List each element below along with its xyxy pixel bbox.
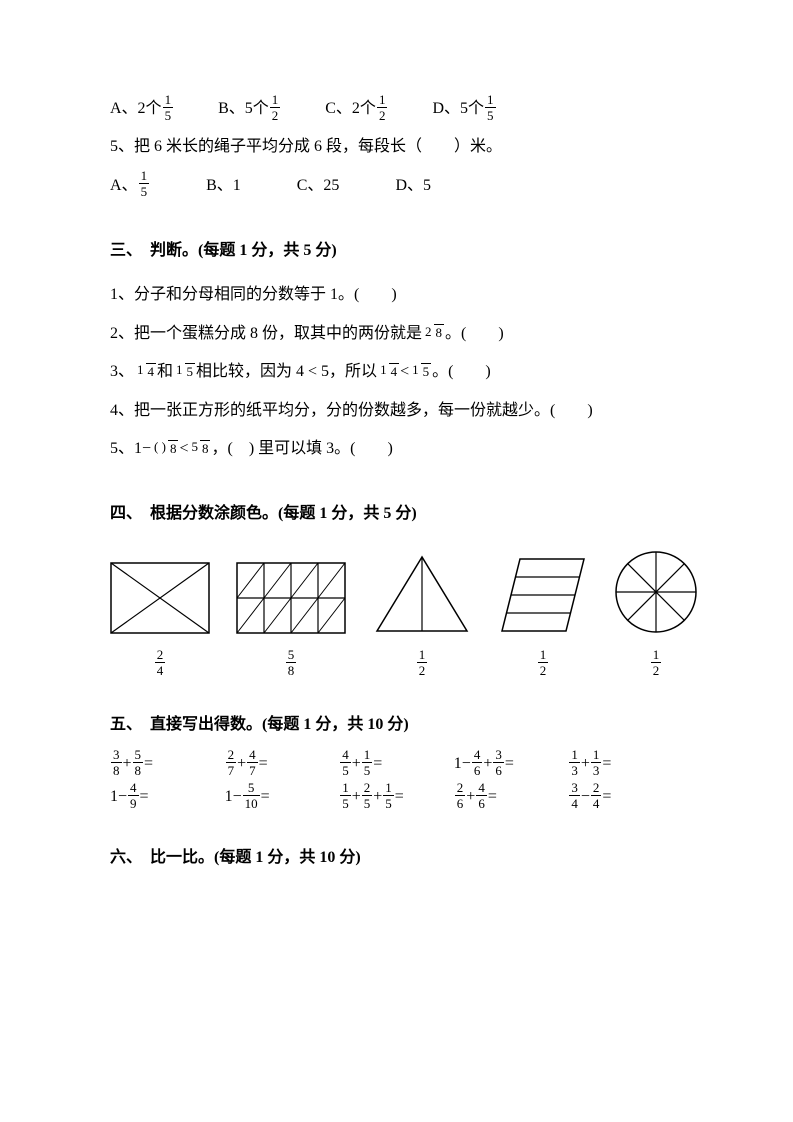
q5-options: A、 15 B、1 C、25 D、5	[110, 167, 683, 205]
q5-opt-d: D、5	[395, 167, 431, 205]
q4-options: A、2个 15 B、5个 12 C、2个 12 D、5个 15	[110, 90, 683, 128]
square-x-icon	[110, 562, 210, 634]
triangle-icon	[372, 554, 472, 634]
q4-opt-a: A、2个 15	[110, 90, 174, 128]
q4-opt-d: D、5个 15	[432, 90, 496, 128]
sec6-title: 六、 比一比。(每题 1 分，共 10 分)	[110, 840, 683, 875]
sec3-q5: 5、1− ( )8 < 58 ，( ) 里可以填 3。( )	[110, 430, 683, 468]
r2c2: 1−510=	[225, 783, 340, 812]
r1c2: 27 +47=	[225, 750, 340, 779]
r1c3: 45 +15=	[339, 750, 454, 779]
page: A、2个 15 B、5个 12 C、2个 12 D、5个 15 5、把 6 米长…	[0, 0, 793, 1122]
sec3-q3: 3、 14 和 15 相比较，因为 4 < 5，所以 14 < 15 。( )	[110, 353, 683, 391]
shapes-row: 24 58	[110, 550, 683, 679]
r2c5: 34 −24=	[568, 783, 683, 812]
shape-triangle: 12	[372, 554, 472, 679]
q4-opt-b: B、5个 12	[218, 90, 281, 128]
sec3-q4: 4、把一张正方形的纸平均分，分的份数越多，每一份就越少。( )	[110, 392, 683, 430]
shape-square-x: 24	[110, 562, 210, 679]
shape-circle: 12	[614, 550, 698, 679]
parallelogram-icon	[498, 556, 588, 634]
circle-8-icon	[614, 550, 698, 634]
r1c1: 38 +58=	[110, 750, 225, 779]
sec4-title: 四、 根据分数涂颜色。(每题 1 分，共 5 分)	[110, 496, 683, 531]
shape-parallelogram: 12	[498, 556, 588, 679]
q5-stem: 5、把 6 米长的绳子平均分成 6 段，每段长（ ）米。	[110, 128, 683, 166]
sec5-row1: 38 +58= 27 +47= 45 +15= 1−46 +36= 13	[110, 750, 683, 779]
r2c3: 15 +25 +15=	[339, 783, 454, 812]
sec3-q1: 1、分子和分母相同的分数等于 1。( )	[110, 276, 683, 314]
q5-opt-a: A、 15	[110, 167, 150, 205]
sec5-title: 五、 直接写出得数。(每题 1 分，共 10 分)	[110, 707, 683, 742]
rect-8-icon	[236, 562, 346, 634]
shape-label-4: 12	[538, 648, 549, 677]
shape-label-2: 58	[286, 648, 297, 677]
sec3-q2: 2、把一个蛋糕分成 8 份，取其中的两份就是 28 。( )	[110, 315, 683, 353]
sec3-title: 三、 判断。(每题 1 分，共 5 分)	[110, 233, 683, 268]
shape-label-3: 12	[417, 648, 428, 677]
shape-label-1: 24	[155, 648, 166, 677]
sec5-row2: 1−49= 1−510= 15 +25 +15= 26 +46= 34 −24=	[110, 783, 683, 812]
r1c5: 13 +13=	[568, 750, 683, 779]
q5-opt-c: C、25	[297, 167, 340, 205]
r2c4: 26 +46=	[454, 783, 569, 812]
shape-label-5: 12	[651, 648, 662, 677]
r2c1: 1−49=	[110, 783, 225, 812]
q4-opt-c: C、2个 12	[325, 90, 388, 128]
q5-opt-b: B、1	[206, 167, 241, 205]
shape-rect-8: 58	[236, 562, 346, 679]
r1c4: 1−46 +36=	[454, 750, 569, 779]
